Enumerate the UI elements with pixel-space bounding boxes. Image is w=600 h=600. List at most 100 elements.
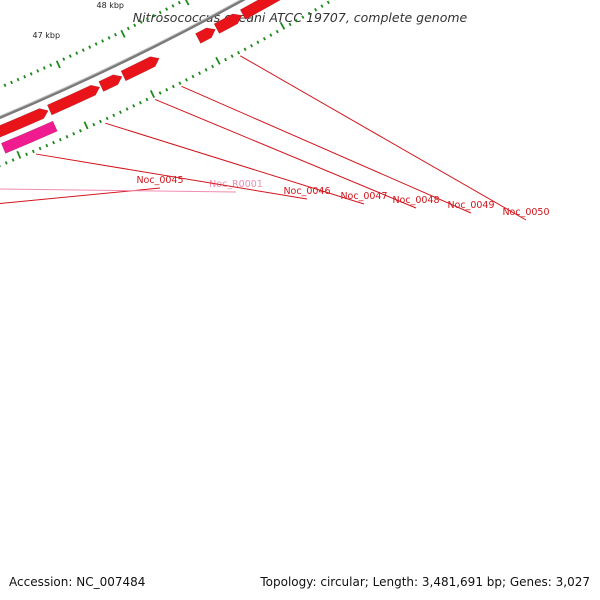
scale-minor-tick xyxy=(29,72,33,76)
minor-tick xyxy=(125,107,129,111)
gene-track xyxy=(0,120,58,154)
accession-text: Accession: NC_007484 xyxy=(9,575,145,589)
minor-tick xyxy=(211,64,215,69)
minor-tick xyxy=(171,84,175,89)
minor-tick xyxy=(165,88,169,92)
minor-tick xyxy=(191,74,195,79)
minor-tick xyxy=(78,128,82,133)
minor-tick xyxy=(275,29,279,34)
minor-tick xyxy=(132,104,136,108)
gene-label-leader xyxy=(0,188,237,193)
minor-tick xyxy=(4,161,8,165)
scale-minor-tick xyxy=(139,20,143,24)
minor-tick xyxy=(230,54,234,58)
minor-tick xyxy=(288,22,292,27)
cds-arrow xyxy=(47,84,101,116)
scale-minor-tick xyxy=(152,13,156,18)
cds-arrow xyxy=(98,74,123,92)
major-tick xyxy=(279,21,286,30)
major-tick xyxy=(215,56,221,65)
minor-tick xyxy=(326,0,330,5)
gene-label-leader xyxy=(181,85,472,214)
cds-track xyxy=(0,0,281,138)
scale-minor-tick xyxy=(16,77,20,82)
gene-label-leader xyxy=(239,55,527,221)
scale-minor-tick xyxy=(36,69,40,73)
genome-summary-text: Topology: circular; Length: 3,481,691 bp… xyxy=(259,575,590,589)
minor-tick xyxy=(204,68,208,72)
outer-tick-ring xyxy=(0,0,336,168)
gene-label: Noc_R0001 xyxy=(209,179,263,190)
minor-tick xyxy=(145,97,149,102)
minor-tick xyxy=(92,122,96,127)
minor-tick xyxy=(256,40,260,44)
minor-tick xyxy=(294,19,299,23)
scale-major-tick xyxy=(185,0,190,6)
gene-label: Noc_0048 xyxy=(392,195,439,206)
scale-minor-tick xyxy=(75,51,79,55)
scale-minor-tick xyxy=(165,7,169,11)
scale-minor-tick xyxy=(126,26,130,31)
minor-tick xyxy=(250,43,254,48)
minor-tick xyxy=(314,8,318,12)
gene-labels: Noc_0045 Noc_R0001 Noc_0046 Noc_0047 Noc_004… xyxy=(0,55,550,221)
minor-tick xyxy=(243,47,247,51)
minor-tick xyxy=(118,110,122,114)
minor-tick xyxy=(262,36,266,41)
scale-minor-tick xyxy=(101,39,105,43)
minor-tick xyxy=(105,116,109,121)
scale-minor-tick xyxy=(146,17,149,21)
scale-minor-tick xyxy=(68,54,72,58)
cds-arrow xyxy=(120,56,160,82)
gene-label-leader xyxy=(35,153,308,200)
minor-tick xyxy=(178,81,182,85)
minor-tick xyxy=(25,152,28,157)
scale-minor-tick xyxy=(171,4,175,8)
minor-tick xyxy=(224,57,228,62)
minor-tick xyxy=(158,91,162,95)
gene-label: Noc_0049 xyxy=(447,200,494,211)
scale-minor-tick xyxy=(114,33,117,37)
scale-minor-tick xyxy=(107,36,111,40)
gene-label: Noc_0050 xyxy=(502,207,549,218)
major-tick xyxy=(16,150,22,159)
cds-arrow xyxy=(213,13,242,34)
minor-tick xyxy=(99,119,102,124)
backbone-highlight xyxy=(0,0,241,117)
scale-minor-tick xyxy=(3,83,7,87)
major-tick xyxy=(149,90,156,99)
gene-label-leader xyxy=(154,98,417,209)
gene-label: Noc_0047 xyxy=(340,191,387,202)
scale-tick-label: 48 kbp xyxy=(96,1,124,10)
minor-tick xyxy=(58,137,62,142)
minor-tick xyxy=(269,33,273,37)
scale-minor-tick xyxy=(133,23,137,28)
scale-minor-tick xyxy=(23,74,27,79)
scale-minor-tick xyxy=(94,42,98,46)
major-tick xyxy=(83,121,89,130)
genome-backbone xyxy=(0,0,246,119)
minor-tick xyxy=(307,11,311,16)
gene-label-leader xyxy=(0,187,161,204)
minor-tick xyxy=(237,50,241,55)
scale-major-tick xyxy=(120,29,126,38)
scale-minor-tick xyxy=(10,80,13,85)
cds-arrow xyxy=(195,27,216,44)
scale-minor-tick xyxy=(42,66,46,70)
minor-tick xyxy=(184,78,188,82)
minor-tick xyxy=(138,100,142,105)
cds-arrow xyxy=(0,108,49,138)
minor-tick xyxy=(38,146,42,151)
minor-tick xyxy=(72,131,76,136)
scale-minor-tick xyxy=(88,45,92,49)
gene-label-leader xyxy=(105,122,365,205)
scale-minor-tick xyxy=(158,10,162,15)
backbone-line xyxy=(0,0,246,119)
map-title: Nitrosococcus oceani ATCC 19707, complet… xyxy=(133,10,468,25)
scale-major-tick xyxy=(55,60,61,69)
minor-tick xyxy=(52,140,55,145)
minor-tick xyxy=(31,149,35,154)
minor-tick xyxy=(198,71,202,75)
scale-minor-tick xyxy=(62,57,66,61)
